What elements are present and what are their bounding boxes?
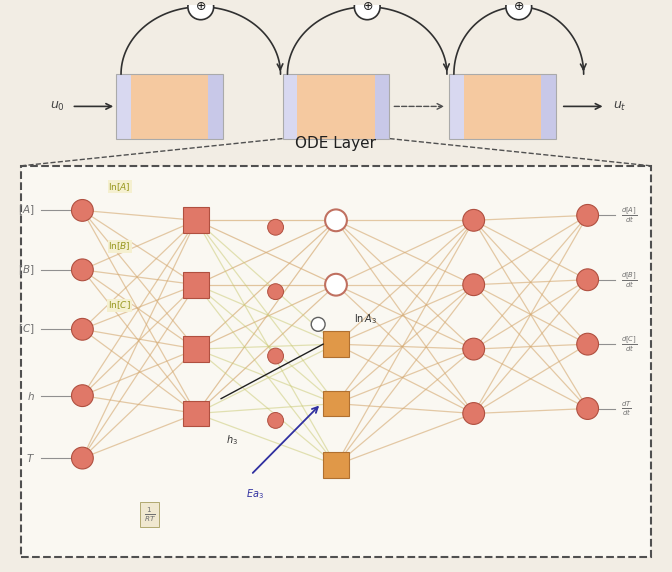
Bar: [183, 208, 209, 233]
Bar: [323, 452, 349, 478]
Circle shape: [267, 412, 284, 428]
Text: $\frac{d[A]}{dt}$: $\frac{d[A]}{dt}$: [622, 205, 638, 225]
Circle shape: [71, 259, 93, 281]
Bar: [464, 74, 541, 138]
Bar: [116, 74, 131, 138]
Bar: [323, 331, 349, 357]
Text: $\ln[B]$: $\ln[B]$: [108, 240, 131, 252]
Bar: [449, 74, 464, 138]
Circle shape: [354, 0, 380, 19]
Circle shape: [463, 403, 485, 424]
Circle shape: [71, 385, 93, 407]
Bar: [21, 166, 651, 557]
Text: $u_0$: $u_0$: [50, 100, 65, 113]
Bar: [208, 74, 223, 138]
Text: $\oplus$: $\oplus$: [195, 1, 206, 13]
Circle shape: [267, 284, 284, 300]
Text: $u_t$: $u_t$: [614, 100, 627, 113]
Bar: [183, 336, 209, 362]
Circle shape: [188, 0, 214, 19]
Circle shape: [267, 219, 284, 235]
Circle shape: [577, 204, 599, 227]
Circle shape: [463, 274, 485, 296]
Circle shape: [71, 319, 93, 340]
Circle shape: [463, 209, 485, 231]
Bar: [131, 74, 208, 138]
Bar: [183, 272, 209, 297]
Circle shape: [577, 333, 599, 355]
Text: $\oplus$: $\oplus$: [513, 1, 524, 13]
Bar: [449, 74, 556, 138]
Text: $h_3$: $h_3$: [226, 434, 238, 447]
Bar: [282, 74, 298, 138]
Circle shape: [267, 348, 284, 364]
Bar: [116, 74, 223, 138]
Circle shape: [577, 398, 599, 419]
Circle shape: [463, 338, 485, 360]
Circle shape: [506, 0, 532, 19]
Bar: [374, 74, 390, 138]
Bar: [323, 391, 349, 416]
Text: $\ln[A]$: $\ln[A]$: [108, 181, 131, 193]
Circle shape: [577, 269, 599, 291]
Text: $\ln A_3$: $\ln A_3$: [354, 312, 377, 326]
Circle shape: [325, 209, 347, 231]
Circle shape: [311, 317, 325, 331]
Text: $\frac{1}{RT}$: $\frac{1}{RT}$: [144, 505, 156, 524]
Text: $[A]$: $[A]$: [18, 204, 35, 217]
Text: $\ln[C]$: $\ln[C]$: [108, 300, 131, 312]
Text: $h$: $h$: [27, 390, 35, 402]
Circle shape: [71, 447, 93, 469]
Circle shape: [325, 274, 347, 296]
Text: $T$: $T$: [26, 452, 35, 464]
Text: $[C]$: $[C]$: [18, 323, 35, 336]
Bar: [282, 74, 390, 138]
Bar: [298, 74, 374, 138]
Circle shape: [71, 200, 93, 221]
Text: $\frac{d[B]}{dt}$: $\frac{d[B]}{dt}$: [622, 270, 638, 289]
Bar: [541, 74, 556, 138]
Text: ODE Layer: ODE Layer: [296, 136, 376, 151]
Text: $[B]$: $[B]$: [18, 263, 35, 277]
Text: $Ea_3$: $Ea_3$: [246, 487, 263, 500]
Text: $\frac{d[C]}{dt}$: $\frac{d[C]}{dt}$: [622, 334, 638, 354]
Text: $\frac{dT}{dt}$: $\frac{dT}{dt}$: [622, 399, 632, 418]
Bar: [183, 400, 209, 426]
Text: $\oplus$: $\oplus$: [362, 1, 373, 13]
